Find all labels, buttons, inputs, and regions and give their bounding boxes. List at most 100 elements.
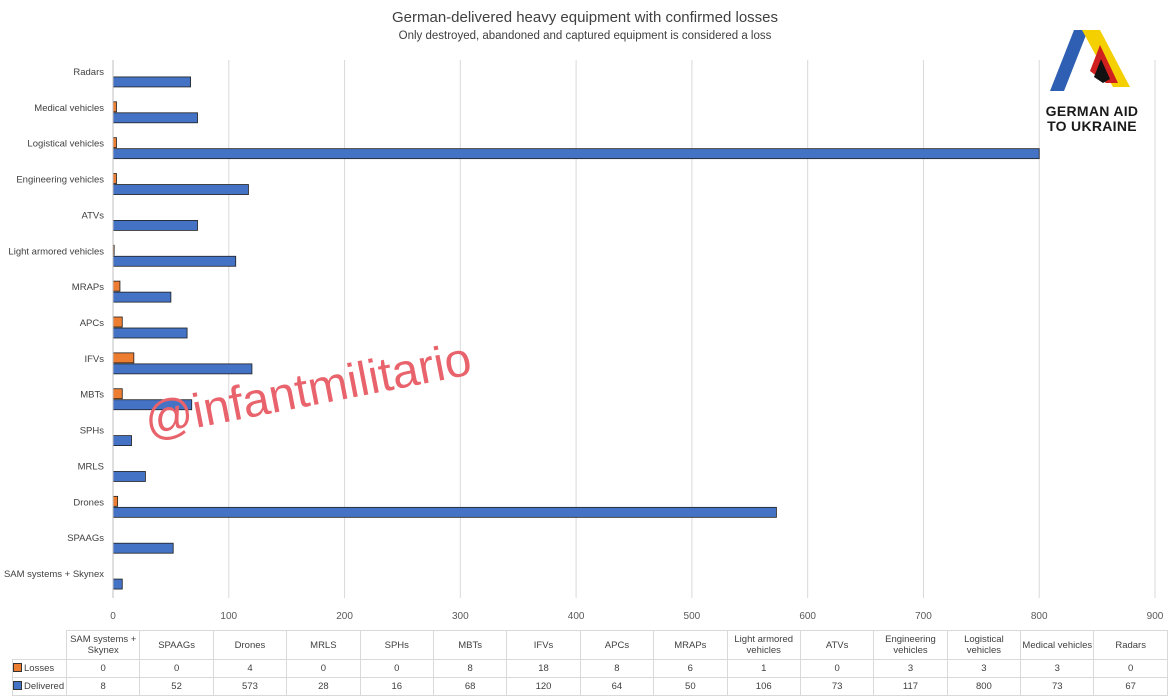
data-table-value-cell: 3: [1020, 659, 1095, 678]
delivered-bar: [112, 435, 132, 447]
data-table-value-cell: 1: [726, 659, 801, 678]
legend-swatch: [13, 681, 22, 690]
chart-subtitle: Only destroyed, abandoned and captured e…: [398, 30, 772, 42]
x-tick-label: 700: [915, 611, 932, 622]
data-table-value-cell: 6: [653, 659, 728, 678]
x-tick-label: 400: [568, 611, 585, 622]
data-table-value-cell: 117: [873, 677, 948, 696]
data-table-value-cell: 50: [653, 677, 728, 696]
data-table-value-cell: 73: [799, 677, 875, 696]
data-table-series-label: Losses: [12, 659, 67, 678]
data-table-header-cell: IFVs: [506, 630, 581, 660]
data-table-header-cell: Drones: [212, 630, 288, 660]
data-table-header-cell: Light armored vehicles: [726, 630, 801, 660]
category-label: Light armored vehicles: [8, 246, 104, 257]
logo-text-line1: GERMAN AID: [1045, 103, 1139, 119]
data-table-header-cell: Logistical vehicles: [946, 630, 1022, 660]
data-table-header-cell: SAM systems + Skynex: [65, 630, 141, 660]
category-label: APCs: [80, 318, 105, 329]
x-tick-label: 900: [1147, 611, 1164, 622]
bar-chart: 0 100 200 300 400 500 600 700 800 900 SAM systems …: [4, 60, 1164, 622]
losses-bar: [112, 101, 117, 113]
logo-text-line2: TO UKRAINE: [1047, 118, 1137, 134]
data-table: SAM systems + Skynex SPAAGs Drones MRLS SPHs…: [12, 630, 1168, 696]
data-table-value-cell: 0: [1093, 659, 1168, 678]
data-table-value-cell: 573: [212, 677, 288, 696]
losses-bar: [112, 495, 119, 507]
data-table-value-cell: 73: [1020, 677, 1095, 696]
losses-bar: [112, 280, 121, 292]
delivered-bar: [112, 219, 198, 231]
data-table-header-cell: MBTs: [432, 630, 508, 660]
x-tick-label: 0: [110, 611, 116, 622]
data-table-value-cell: 0: [359, 659, 434, 678]
delivered-bar: [112, 255, 237, 267]
delivered-bar: [112, 578, 123, 590]
data-table-value-cell: 800: [946, 677, 1022, 696]
data-table-header-cell: APCs: [579, 630, 655, 660]
data-table-corner: [13, 631, 67, 660]
delivered-bar: [112, 506, 777, 518]
chart-title: German-delivered heavy equipment with co…: [391, 9, 778, 26]
german-aid-logo-icon: [1050, 30, 1130, 91]
data-table-value-cell: 8: [579, 659, 655, 678]
delivered-bar: [112, 471, 146, 482]
data-table-value-cell: 4: [212, 659, 288, 678]
data-table-value-cell: 106: [726, 677, 801, 696]
data-table-value-cell: 0: [286, 659, 361, 678]
data-table-value-cell: 0: [139, 659, 214, 678]
delivered-bar: [112, 327, 188, 339]
data-table-header-cell: Radars: [1093, 630, 1168, 660]
x-tick-label: 200: [336, 611, 353, 622]
category-label: MBTs: [80, 390, 104, 401]
data-table-value-cell: 0: [799, 659, 875, 678]
data-table-value-cell: 8: [432, 659, 508, 678]
delivered-bar: [112, 542, 174, 554]
data-table-value-cell: 67: [1093, 677, 1168, 696]
losses-bar: [112, 316, 123, 328]
delivered-bar: [112, 363, 253, 375]
losses-bar: [112, 173, 117, 184]
x-tick-label: 600: [799, 611, 816, 622]
category-label: SPHs: [80, 426, 105, 437]
data-table-header-cell: Medical vehicles: [1020, 630, 1095, 660]
category-label: IFVs: [84, 354, 104, 365]
category-label: ATVs: [81, 210, 104, 221]
data-table-header-cell: SPHs: [359, 630, 434, 660]
data-table-value-cell: 16: [359, 677, 434, 696]
category-label: SAM systems + Skynex: [4, 569, 104, 580]
losses-bar: [112, 352, 135, 364]
delivered-bar: [112, 76, 191, 88]
x-tick-label: 300: [452, 611, 469, 622]
data-table-header-cell: ATVs: [799, 630, 875, 660]
category-label: SPAAGs: [67, 533, 104, 544]
category-label: MRAPs: [72, 282, 104, 293]
legend-label: Delivered: [24, 681, 65, 692]
x-tick-label: 100: [220, 611, 237, 622]
data-table-series-label: Delivered: [12, 677, 67, 696]
delivered-bar: [112, 291, 172, 303]
data-table-delivered-row: Delivered 8 52 573 28 16 68 120 64 50 106 73 117 800 7…: [12, 677, 1168, 696]
category-label: MRLS: [78, 461, 104, 472]
data-table-value-cell: 3: [873, 659, 948, 678]
data-table-value-cell: 28: [286, 677, 361, 696]
losses-bar: [112, 137, 117, 149]
legend-label: Losses: [24, 663, 55, 674]
data-table-value-cell: 120: [506, 677, 581, 696]
data-table-value-cell: 18: [506, 659, 581, 678]
data-table-header-cell: SPAAGs: [139, 630, 214, 660]
category-label: Drones: [73, 497, 104, 508]
x-tick-label: 500: [684, 611, 701, 622]
data-table-header-cell: MRAPs: [653, 630, 728, 660]
delivered-bar: [112, 184, 249, 195]
data-table-header-cell: Engineering vehicles: [873, 630, 948, 660]
category-label: Radars: [73, 67, 104, 78]
data-table-header-row: SAM systems + Skynex SPAAGs Drones MRLS SPHs…: [13, 630, 1168, 660]
data-table-value-cell: 64: [579, 677, 655, 696]
data-table-value-cell: 52: [139, 677, 214, 696]
delivered-bar: [112, 148, 1040, 160]
data-table-header-cell: MRLS: [286, 630, 361, 660]
data-table-value-cell: 3: [946, 659, 1022, 678]
data-table-value-cell: 68: [432, 677, 508, 696]
category-label: Engineering vehicles: [16, 175, 104, 186]
